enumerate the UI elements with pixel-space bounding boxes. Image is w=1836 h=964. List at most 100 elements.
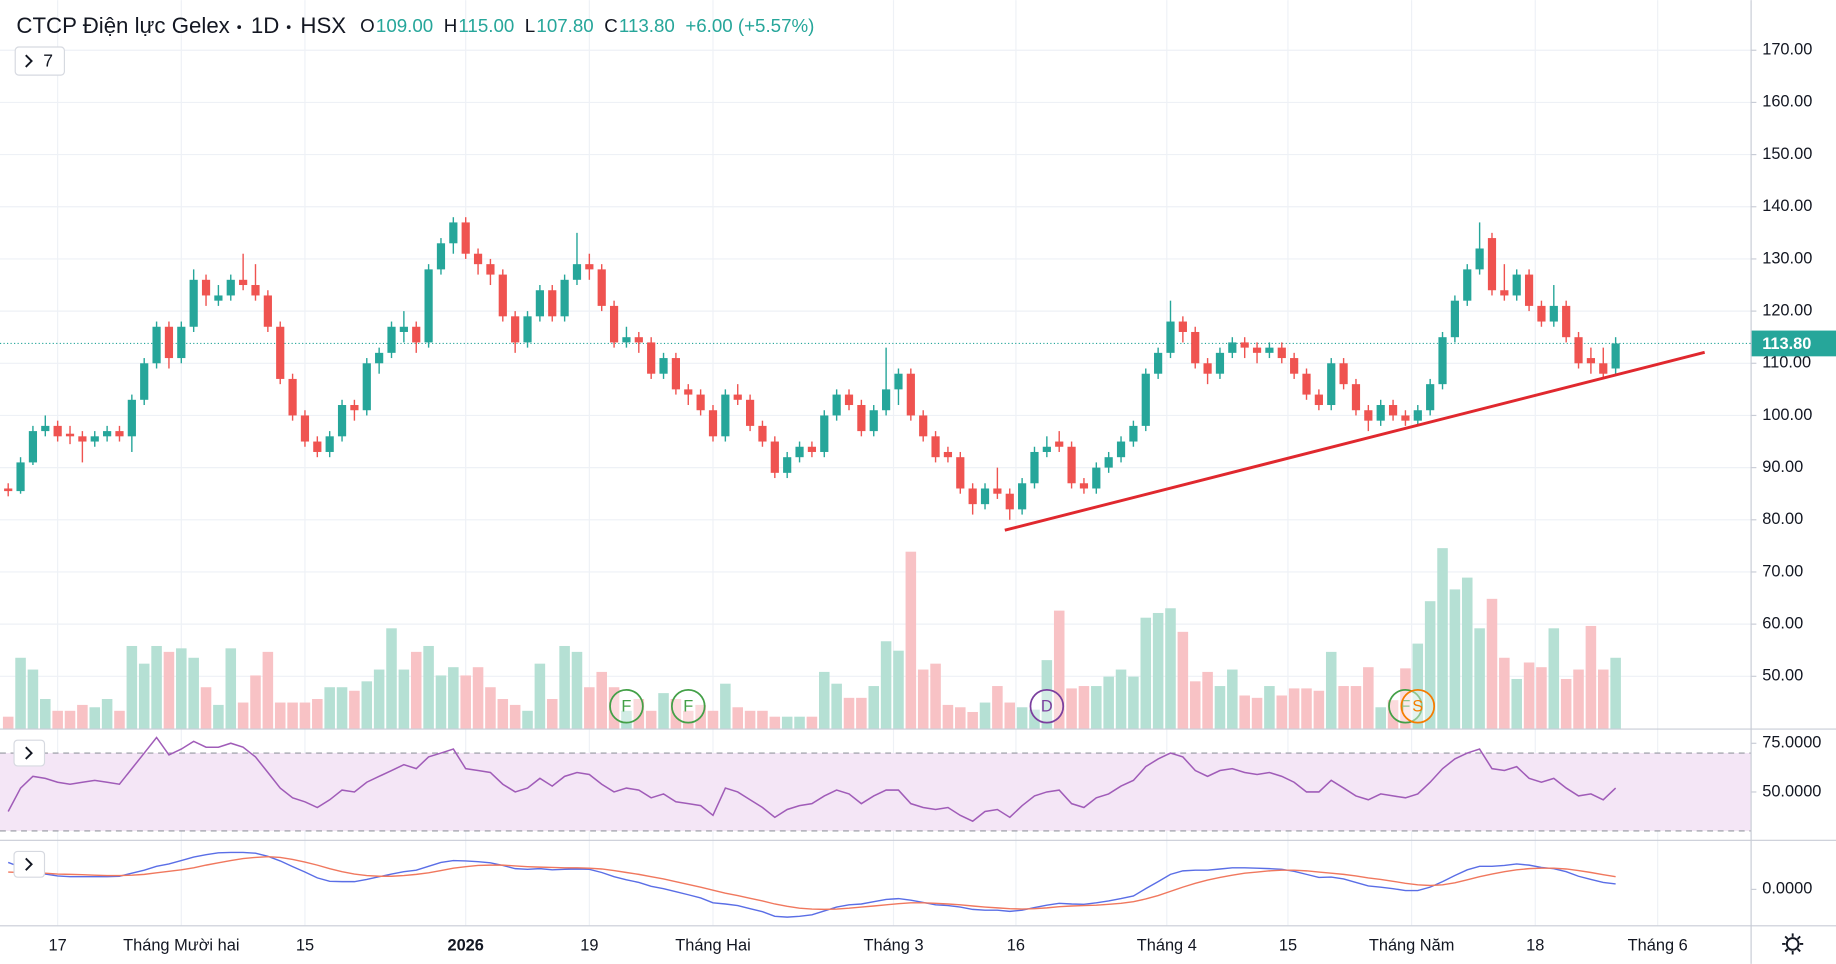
volume-bar	[905, 551, 917, 729]
candle-body	[1092, 467, 1101, 489]
volume-bar	[522, 710, 533, 729]
rsi-tick-label: 75.0000	[1762, 734, 1821, 752]
volume-bar	[744, 710, 756, 729]
volume-bar	[349, 690, 360, 729]
candle-body	[1376, 405, 1385, 421]
volume-bar	[1177, 631, 1189, 729]
volume-bar	[262, 651, 274, 729]
volume-bar	[324, 687, 335, 729]
exchange: HSX	[300, 13, 346, 38]
volume-bar	[485, 687, 496, 729]
candle-body	[758, 425, 767, 442]
volume-bar	[1301, 688, 1312, 729]
candle-body	[943, 451, 953, 458]
candle-body	[65, 433, 75, 437]
candle-body	[226, 279, 235, 296]
volume-bar	[1511, 678, 1522, 729]
x-tick-label: 2026	[447, 937, 483, 955]
candle-body	[1178, 321, 1187, 332]
candle-body	[1487, 238, 1497, 291]
settings-gear[interactable]	[1782, 933, 1804, 955]
volume-bar	[138, 663, 150, 729]
candle-body	[449, 222, 458, 244]
candle-body	[1500, 290, 1509, 296]
volume-bar	[1165, 608, 1176, 729]
volume-bar	[188, 657, 199, 729]
candle-body	[1191, 331, 1200, 364]
volume-bar	[1375, 707, 1386, 729]
volume-bar	[101, 699, 113, 729]
candle-body	[424, 269, 433, 343]
toggle-box[interactable]	[13, 850, 46, 878]
volume-bar	[1400, 668, 1411, 729]
candle-body	[684, 389, 693, 395]
event-label: F	[1400, 698, 1410, 716]
candle-body	[1252, 347, 1262, 353]
volume-bar	[608, 687, 620, 729]
separator-dot	[237, 25, 242, 29]
candle-body	[1154, 352, 1163, 374]
candle-body	[251, 285, 260, 296]
volume-bar	[707, 710, 719, 729]
y-tick-label: 130.00	[1762, 249, 1812, 267]
candle-body	[1042, 446, 1051, 452]
volume-bar	[213, 704, 224, 729]
candle-body	[1203, 363, 1212, 374]
x-tick-label: Tháng 6	[1628, 937, 1688, 955]
candle-body	[214, 295, 223, 301]
candle-body	[313, 441, 322, 452]
toggle-box[interactable]	[14, 46, 65, 76]
ohlc-value: 107.80	[536, 15, 593, 36]
volume-bar	[52, 710, 63, 729]
candle-body	[412, 326, 421, 343]
volume-bar	[967, 711, 978, 729]
rsi-toggle[interactable]	[13, 739, 46, 767]
volume-bar	[1029, 709, 1040, 729]
volume-bar	[126, 645, 138, 729]
candle-body	[78, 436, 87, 442]
y-tick-label: 90.00	[1762, 458, 1803, 476]
candle-body	[1166, 321, 1175, 353]
volume-bar	[410, 651, 422, 729]
volume-bar	[1610, 657, 1621, 729]
x-tick-label: Tháng Hai	[675, 937, 751, 955]
candle-body	[832, 394, 841, 416]
candle-body	[1574, 337, 1583, 364]
volume-bar	[312, 699, 323, 729]
volume-bar	[1288, 688, 1300, 729]
volume-bar	[176, 648, 187, 729]
volume-bar	[992, 686, 1003, 729]
event-marker	[609, 688, 644, 724]
toggle-box[interactable]	[13, 739, 46, 767]
volume-bar	[336, 687, 348, 729]
y-tick-label: 50.00	[1762, 667, 1803, 685]
symbol-name: CTCP Điện lực Gelex	[16, 13, 229, 38]
candle-body	[90, 436, 99, 442]
volume-bar	[584, 687, 595, 729]
volume-bar	[151, 645, 162, 729]
y-tick-label: 110.00	[1762, 354, 1811, 372]
candle-body	[375, 352, 384, 364]
volume-bar	[880, 641, 892, 729]
volume-bar	[1536, 667, 1547, 729]
volume-bar	[1152, 612, 1164, 729]
indicator-toggle[interactable]: 7	[14, 46, 65, 76]
volume-bar	[64, 710, 76, 729]
volume-bar	[1078, 686, 1090, 729]
candle-body	[1067, 446, 1076, 484]
gear-icon[interactable]	[1785, 937, 1800, 951]
candle-body	[1215, 352, 1225, 374]
candle-body	[647, 342, 656, 374]
macd-toggle[interactable]	[13, 850, 46, 878]
candle-body	[177, 326, 186, 359]
volume-bar	[114, 710, 125, 729]
candle-body	[1314, 394, 1323, 406]
ohlc-value: 109.00	[376, 15, 433, 36]
candle-body	[844, 394, 854, 406]
event-marker	[1029, 688, 1065, 724]
volume-bar	[1350, 686, 1362, 729]
candle-body	[1240, 342, 1249, 348]
candle-body	[461, 222, 470, 254]
volume-bar	[1325, 651, 1337, 729]
